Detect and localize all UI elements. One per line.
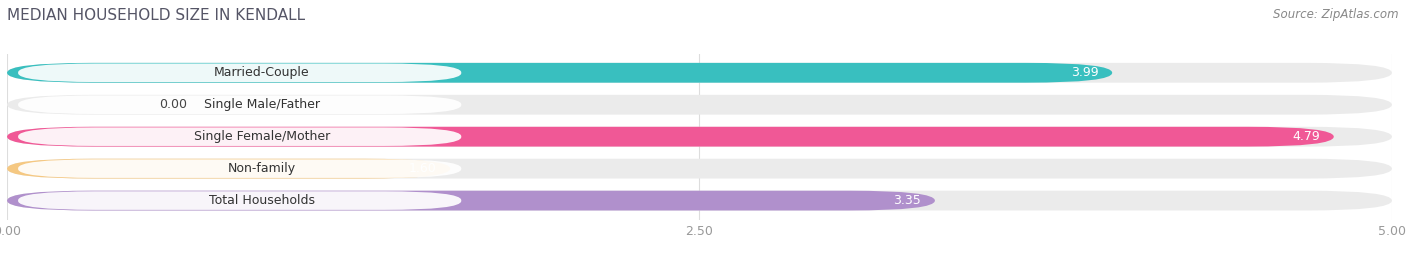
Text: 3.35: 3.35 — [893, 194, 921, 207]
FancyBboxPatch shape — [7, 63, 1112, 83]
Text: 4.79: 4.79 — [1292, 130, 1320, 143]
Text: 1.60: 1.60 — [409, 162, 436, 175]
Text: Total Households: Total Households — [209, 194, 315, 207]
Text: 0.00: 0.00 — [159, 98, 187, 111]
FancyBboxPatch shape — [7, 159, 450, 178]
FancyBboxPatch shape — [18, 64, 461, 82]
FancyBboxPatch shape — [7, 191, 935, 210]
Text: Non-family: Non-family — [228, 162, 295, 175]
FancyBboxPatch shape — [18, 95, 461, 114]
FancyBboxPatch shape — [18, 127, 461, 146]
FancyBboxPatch shape — [7, 159, 1392, 178]
FancyBboxPatch shape — [7, 95, 1392, 115]
Text: Single Female/Mother: Single Female/Mother — [194, 130, 330, 143]
FancyBboxPatch shape — [18, 159, 461, 178]
FancyBboxPatch shape — [7, 127, 1334, 147]
Text: Single Male/Father: Single Male/Father — [204, 98, 319, 111]
FancyBboxPatch shape — [18, 191, 461, 210]
FancyBboxPatch shape — [7, 191, 1392, 210]
Text: Source: ZipAtlas.com: Source: ZipAtlas.com — [1274, 8, 1399, 21]
FancyBboxPatch shape — [7, 63, 1392, 83]
Text: MEDIAN HOUSEHOLD SIZE IN KENDALL: MEDIAN HOUSEHOLD SIZE IN KENDALL — [7, 8, 305, 23]
Text: 3.99: 3.99 — [1071, 66, 1098, 79]
Text: Married-Couple: Married-Couple — [214, 66, 309, 79]
FancyBboxPatch shape — [7, 127, 1392, 147]
